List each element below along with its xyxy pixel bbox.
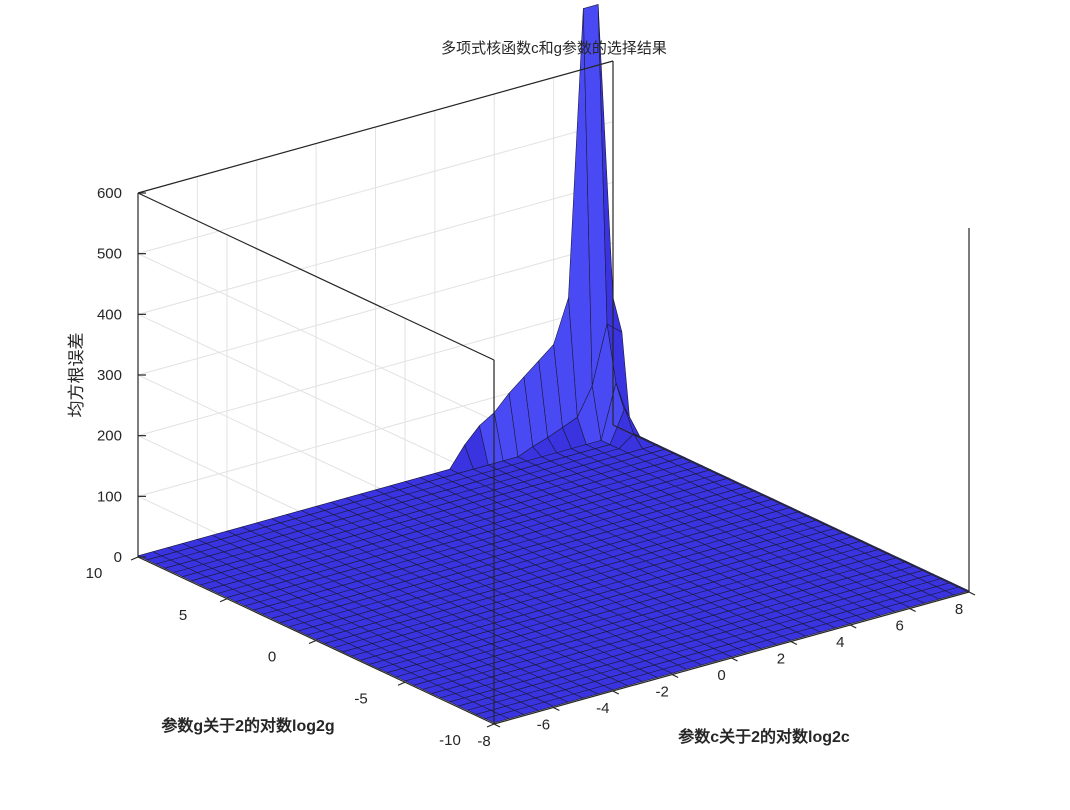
- tick-marks: [130, 192, 976, 728]
- y-tick: [219, 598, 228, 603]
- x-tick-label: 4: [836, 634, 844, 651]
- y-tick-label: 5: [179, 607, 187, 624]
- y-tick-label: -5: [354, 690, 367, 707]
- x-tick-label: -2: [655, 684, 668, 701]
- grid-line: [137, 313, 495, 482]
- grid-line: [137, 181, 614, 315]
- z-tick-label: 200: [97, 428, 122, 445]
- x-tick-label: -6: [537, 717, 550, 734]
- grid-line: [137, 253, 495, 422]
- x-tick-label: -4: [596, 700, 609, 717]
- surface-mesh: [137, 4, 970, 724]
- z-tick-label: 400: [97, 306, 122, 323]
- x-tick: [553, 706, 560, 712]
- x-axis-label: 参数c关于2的对数log2c: [678, 727, 850, 746]
- box-edge: [137, 192, 495, 361]
- y-tick-label: -10: [439, 732, 461, 749]
- x-tick: [671, 673, 679, 679]
- x-tick-label: 2: [777, 651, 785, 668]
- x-tick: [493, 723, 501, 728]
- chart-title: 多项式核函数c和g参数的选择结果: [441, 40, 667, 57]
- y-axis-label: 参数g关于2的对数log2g: [161, 716, 334, 735]
- x-tick: [968, 591, 976, 596]
- x-tick: [909, 607, 916, 613]
- grid-line: [137, 121, 614, 255]
- y-tick-label: 0: [268, 649, 276, 666]
- x-tick: [731, 657, 738, 662]
- grid-line: [137, 242, 614, 376]
- y-tick: [397, 681, 406, 686]
- z-tick-label: 600: [97, 185, 122, 202]
- z-tick-label: 0: [114, 549, 122, 566]
- y-tick-label: 10: [86, 565, 103, 582]
- box-edge: [612, 424, 970, 593]
- x-tick: [790, 640, 798, 646]
- box-edge: [137, 60, 614, 194]
- z-axis-label: 均方根误差: [67, 333, 86, 418]
- z-tick-label: 100: [97, 488, 122, 505]
- z-tick-label: 300: [97, 367, 122, 384]
- y-tick: [130, 556, 139, 561]
- grid-line: [137, 303, 614, 437]
- y-tick: [308, 639, 317, 645]
- x-tick-label: 6: [895, 618, 903, 635]
- tick-labels: -8-6-4-202468-10-50510010020030040050060…: [86, 185, 964, 750]
- x-tick-label: 8: [955, 601, 963, 618]
- y-tick: [486, 723, 495, 728]
- z-tick-label: 500: [97, 246, 122, 263]
- x-tick: [849, 624, 857, 629]
- x-tick-label: 0: [717, 667, 725, 684]
- x-tick: [612, 690, 620, 695]
- x-tick-label: -8: [477, 733, 490, 750]
